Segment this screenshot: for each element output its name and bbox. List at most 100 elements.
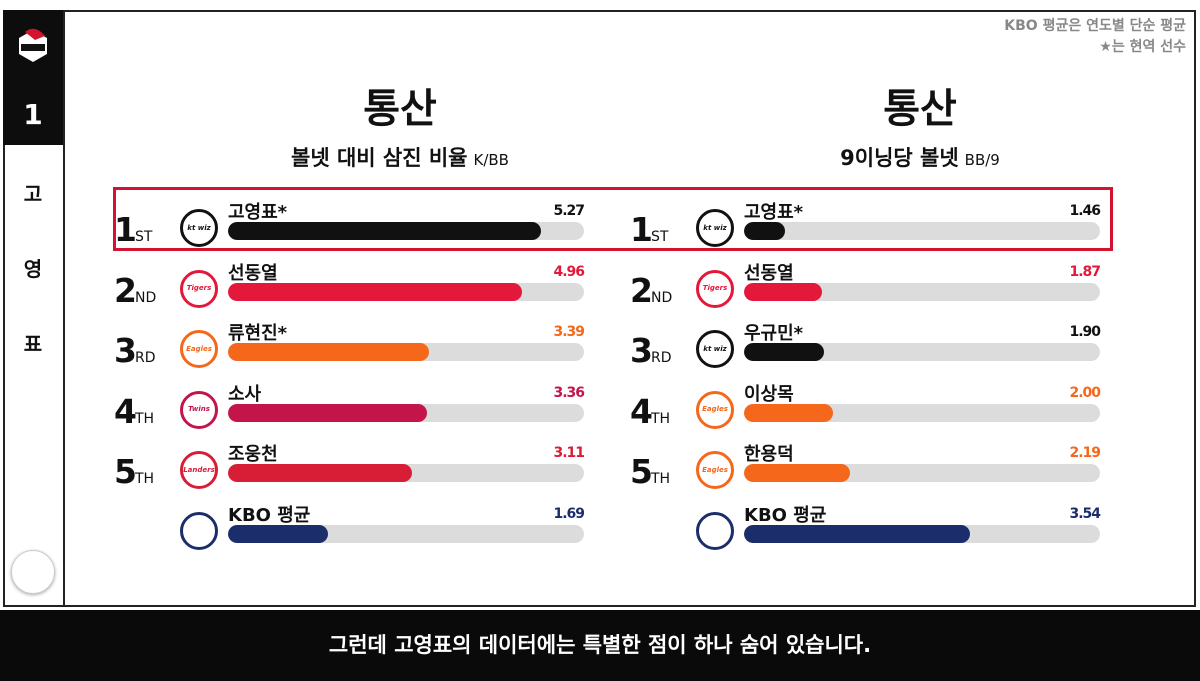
player-name: 선동열 <box>228 262 278 284</box>
player-name: 이상목 <box>744 383 794 405</box>
player-name: KBO 평균 <box>228 504 311 526</box>
value-label: 1.69 <box>553 505 585 522</box>
bar-fill <box>228 524 329 543</box>
ranking-row: 5TH Landers 조웅천 3.11 <box>114 444 585 506</box>
rank-suffix: TH <box>650 471 671 487</box>
team-logo-text: Landers <box>183 465 215 474</box>
bar-track <box>744 282 1100 301</box>
value-label: 4.96 <box>553 263 585 280</box>
highlight-box <box>113 187 1113 251</box>
right-panel-subtitle: 9이닝당 볼넷 BB/9 <box>700 142 1140 172</box>
team-logo-text: Eagles <box>702 405 728 413</box>
player-name: 소사 <box>228 383 262 405</box>
player-name: KBO 평균 <box>744 504 827 526</box>
ranking-row: KBO 평균 3.54 <box>630 505 1101 567</box>
player-name: 류현진* <box>228 323 288 344</box>
rank-label: 3RD <box>114 331 155 370</box>
ranking-row: 2ND Tigers 선동열 4.96 <box>114 263 585 325</box>
bar-fill <box>228 403 428 422</box>
sidebar-name-char: 표 <box>23 332 43 356</box>
rank-label: 4TH <box>630 392 670 431</box>
team-logo-icon: Tigers <box>180 269 218 308</box>
rank-label: 2ND <box>114 271 156 310</box>
ranking-row: 4TH Eagles 이상목 2.00 <box>630 384 1101 446</box>
value-label: 3.11 <box>553 445 585 461</box>
player-sidebar: 1 고 영 표 <box>3 10 65 607</box>
slide-frame <box>3 10 1196 607</box>
bar-track <box>228 464 584 482</box>
bar-fill <box>228 282 523 301</box>
player-name: 조웅천 <box>228 444 278 465</box>
team-logo-icon: kt wiz <box>696 330 734 368</box>
team-logo-icon: Eagles <box>696 390 734 429</box>
player-name: 선동열 <box>744 262 794 284</box>
sidebar-name-char: 고 <box>23 182 43 206</box>
note-kbo-average: KBO 평균은 연도별 단순 평균 <box>1004 18 1186 34</box>
value-label: 3.36 <box>553 384 585 401</box>
bar-track <box>744 222 1100 240</box>
bar-track <box>744 464 1100 482</box>
rank-label: 4TH <box>114 392 154 431</box>
rank-label: 2ND <box>630 271 672 310</box>
bar-fill <box>744 524 971 543</box>
rank-number: 3 <box>114 331 137 370</box>
ranking-row: 4TH Twins 소사 3.36 <box>114 384 585 446</box>
player-name: 고영표* <box>744 202 804 223</box>
team-logo-text: Tigers <box>186 284 212 292</box>
ranking-row: KBO 평균 1.69 <box>114 505 585 567</box>
rank-number: 2 <box>630 270 653 310</box>
value-label: 5.27 <box>553 203 585 219</box>
rank-label: 5TH <box>630 452 670 491</box>
team-logo-text: Eagles <box>702 465 728 474</box>
rank-suffix: TH <box>650 410 671 427</box>
right-unit: BB/9 <box>964 151 1000 169</box>
team-logo-icon: Twins <box>180 390 218 429</box>
rank-number: 4 <box>630 391 653 431</box>
value-label: 1.90 <box>1069 324 1101 340</box>
footnote: KBO 평균은 연도별 단순 평균 ★는 현역 선수 <box>1004 16 1186 58</box>
rank-number: 2 <box>114 270 137 310</box>
bar-fill <box>228 222 541 240</box>
bar-track <box>228 222 584 240</box>
left-panel-title: 통산 <box>363 86 437 132</box>
rank-number: 3 <box>630 331 653 370</box>
value-label: 1.46 <box>1069 203 1101 219</box>
sidebar-name-char: 영 <box>23 257 43 281</box>
bar-track <box>228 403 584 422</box>
rank-label: 5TH <box>114 452 154 491</box>
kt-wiz-logo-icon <box>19 28 47 62</box>
team-logo-icon <box>696 511 734 550</box>
player-name: 고영표* <box>228 202 288 223</box>
bar-track <box>228 343 584 361</box>
value-label: 2.00 <box>1069 384 1101 401</box>
rank-label: 1ST <box>630 210 668 249</box>
rank-label: 3RD <box>630 331 671 370</box>
bar-fill <box>228 343 430 361</box>
rank-suffix: TH <box>134 471 155 487</box>
team-logo-text: Tigers <box>702 284 728 292</box>
team-logo-icon: kt wiz <box>180 209 218 247</box>
rank-suffix: ST <box>134 229 153 245</box>
team-logo-text: kt wiz <box>187 223 211 232</box>
value-label: 1.87 <box>1069 263 1101 280</box>
ranking-row: 3RD kt wiz 우규민* 1.90 <box>630 323 1101 385</box>
right-subtitle-text: 9이닝당 볼넷 <box>840 146 959 170</box>
team-logo-text: Eagles <box>186 344 212 353</box>
bar-fill <box>228 464 413 482</box>
value-label: 3.54 <box>1069 505 1101 522</box>
rank-number: 1 <box>630 210 653 249</box>
team-logo-text: kt wiz <box>703 223 727 232</box>
left-unit: K/BB <box>473 151 509 169</box>
rank-suffix: ST <box>650 229 669 245</box>
value-label: 2.19 <box>1069 445 1101 461</box>
left-subtitle-text: 볼넷 대비 삼진 비율 <box>291 146 468 170</box>
ranking-row: 1ST kt wiz 고영표* 5.27 <box>114 202 585 264</box>
rank-number: 5 <box>630 452 653 491</box>
player-name: 한용덕 <box>744 444 794 465</box>
bar-fill <box>744 343 825 361</box>
subtitle-caption: 그런데 고영표의 데이터에는 특별한 점이 하나 숨어 있습니다. <box>0 610 1200 681</box>
value-label: 3.39 <box>553 324 585 340</box>
bar-track <box>744 403 1100 422</box>
team-logo-icon: Eagles <box>180 330 218 368</box>
bar-track <box>228 282 584 301</box>
